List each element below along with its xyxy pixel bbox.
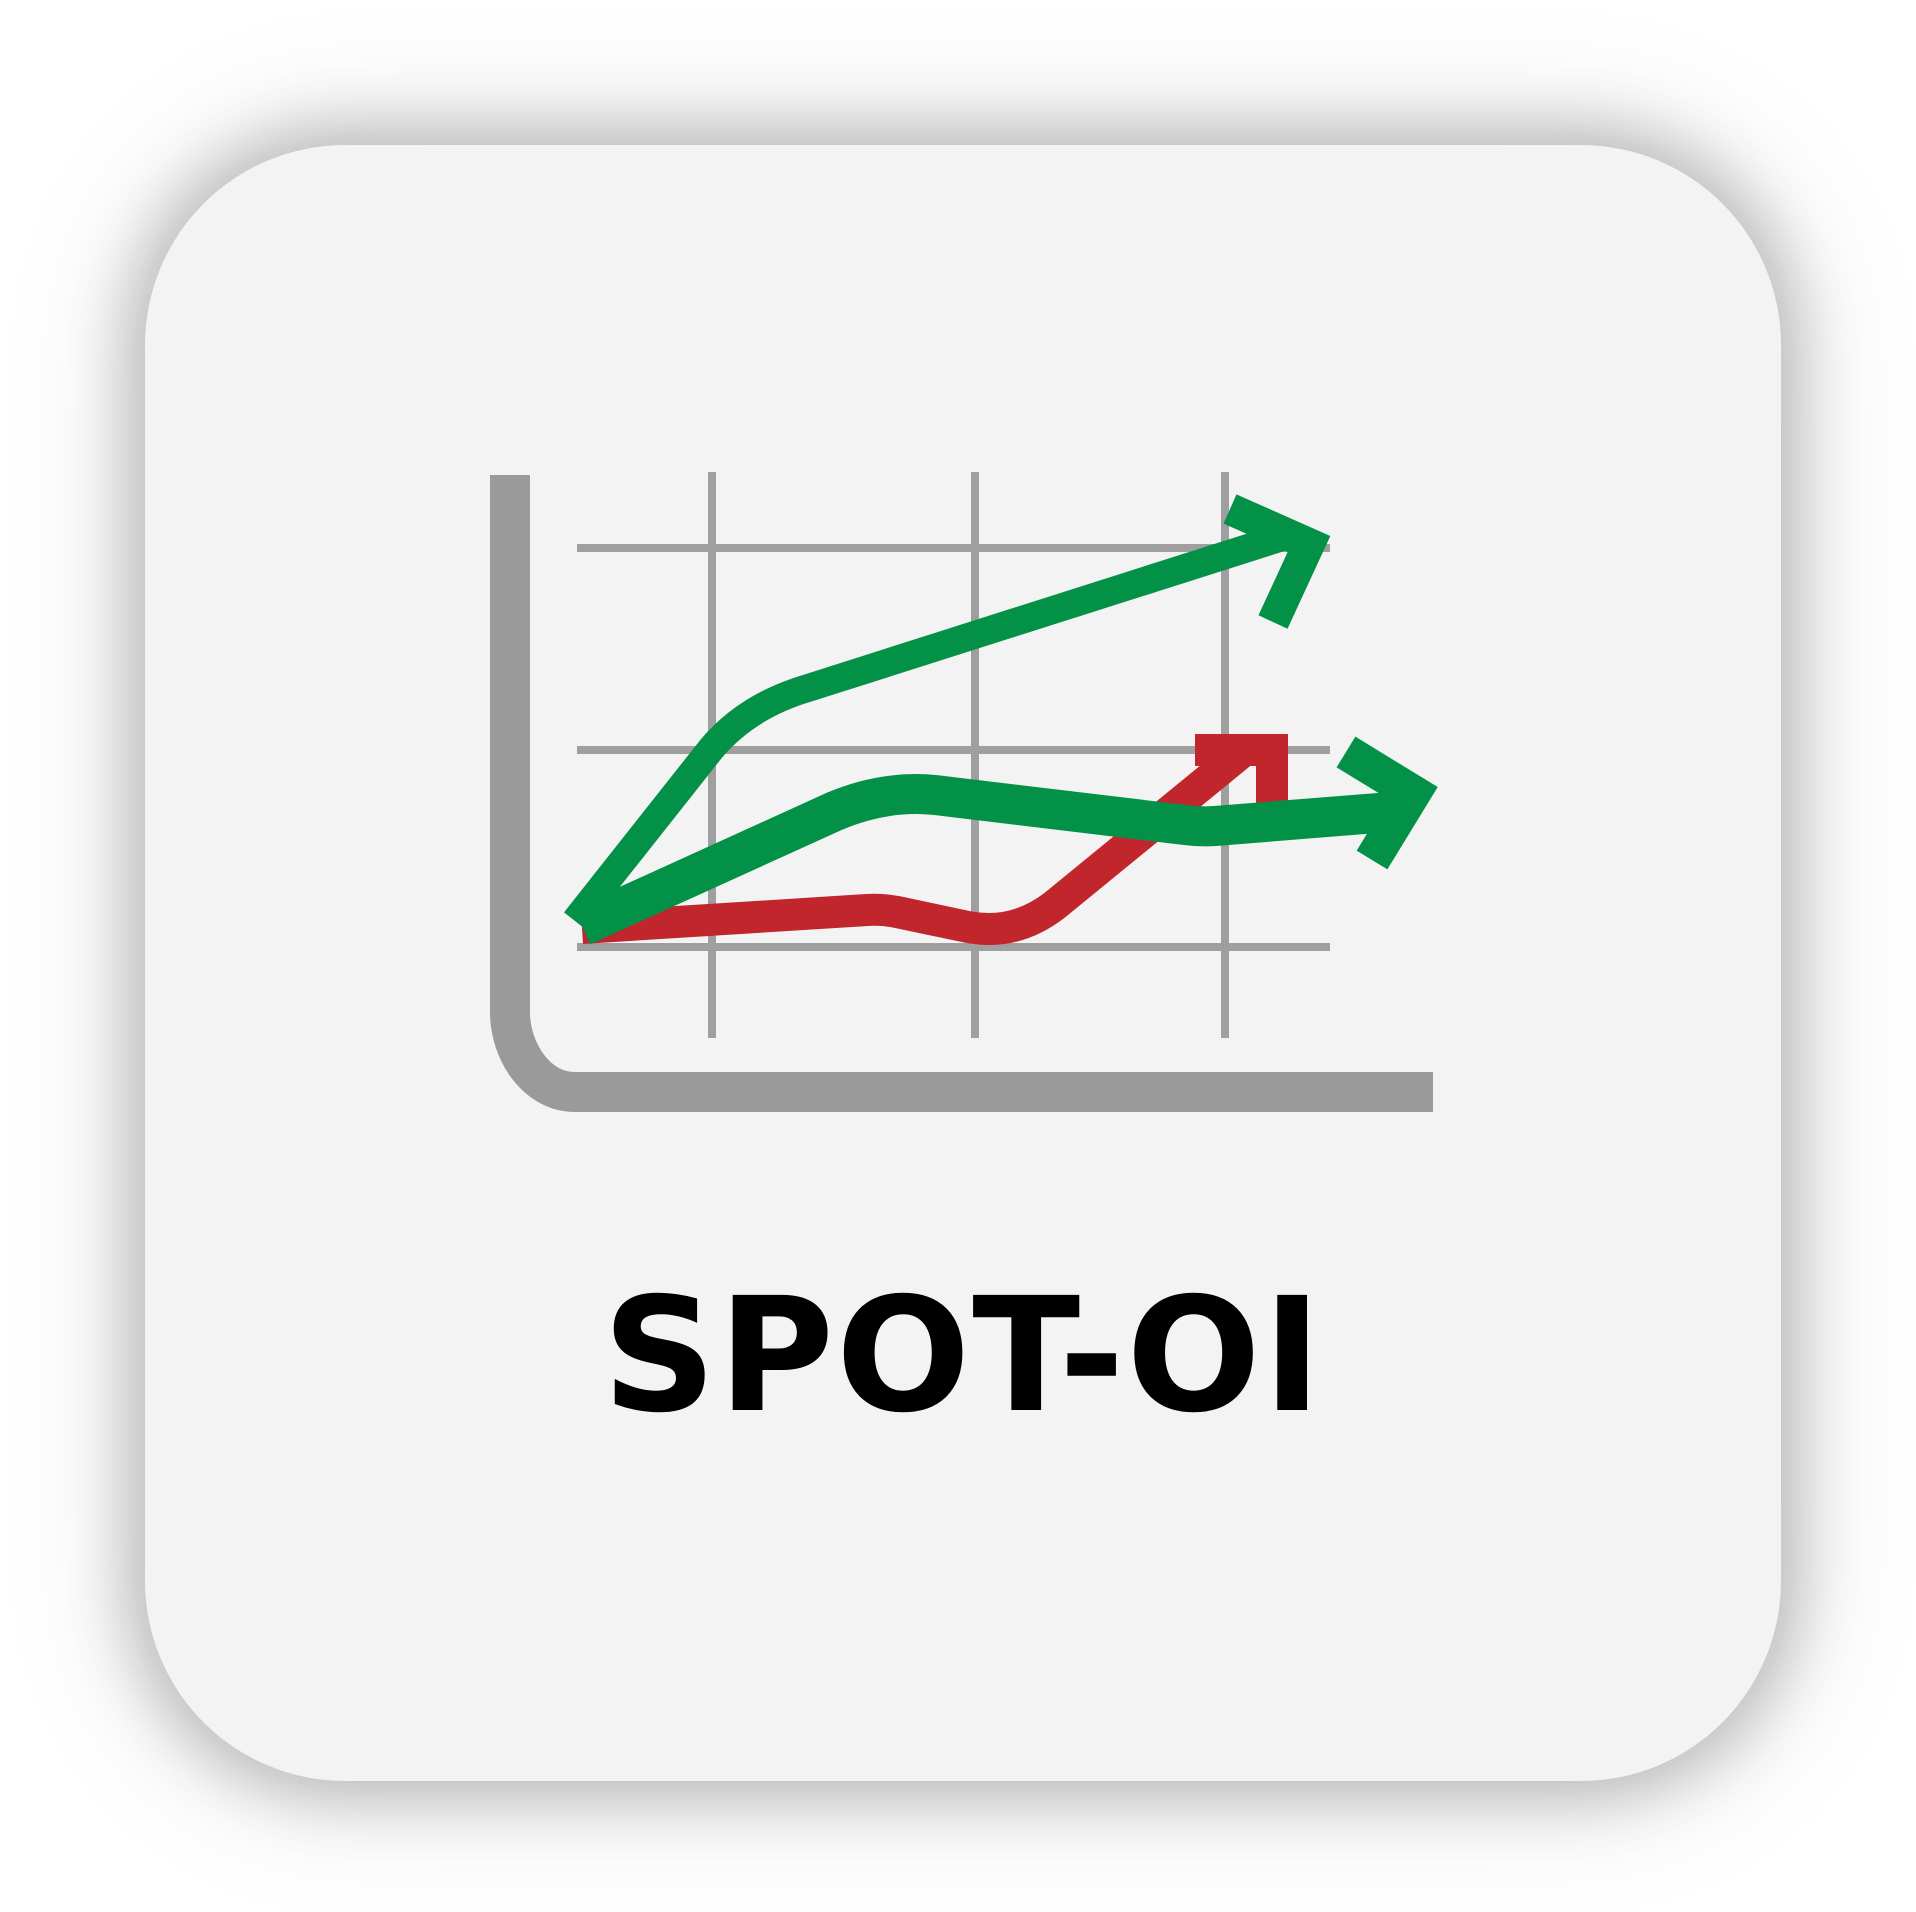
green-middle-line [573, 774, 1392, 945]
green-upper-arrow-head [1223, 494, 1331, 629]
green-upper-line [564, 519, 1300, 930]
trend-chart-icon [490, 472, 1438, 1112]
app-label: SPOT-OI [602, 1264, 1324, 1448]
spot-oi-app-tile[interactable]: SPOT-OI [145, 145, 1781, 1781]
green-middle-arrow-head [1336, 736, 1438, 870]
red-trend-line [580, 735, 1258, 945]
chart-axis [490, 475, 1433, 1112]
